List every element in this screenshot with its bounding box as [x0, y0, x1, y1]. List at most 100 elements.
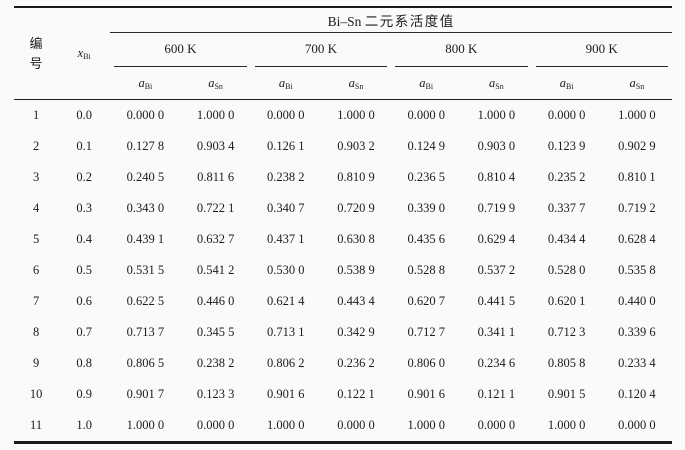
activity-value-cell: 0.337 7 — [547, 201, 586, 215]
table-row: 8 0.7 0.713 7 0.345 5 0.713 1 0.342 9 0.712 7 0… — [14, 317, 672, 348]
table-title-latin: Bi–Sn — [327, 14, 362, 29]
table-row: 9 0.8 0.806 5 0.238 2 0.806 2 0.236 2 0.806 0 0… — [14, 348, 672, 379]
row-number-cell: 8 — [32, 325, 40, 339]
activity-value-cell: 0.805 8 — [547, 356, 586, 370]
activity-value-cell: 0.121 1 — [477, 387, 516, 401]
activity-value-cell: 0.339 6 — [618, 325, 656, 339]
table-row: 4 0.3 0.343 0 0.722 1 0.340 7 0.720 9 0.339 0 0… — [14, 193, 672, 224]
activity-value-cell: 0.434 4 — [547, 232, 586, 246]
table-title-cjk: 二元系活度值 — [364, 14, 455, 29]
activity-value-cell: 0.903 4 — [196, 139, 235, 153]
x-bi-cell: 0.4 — [76, 232, 93, 246]
temp-header-700k: 700 K — [251, 33, 391, 67]
activity-values-table: 编 号 xBi Bi–Sn 二元系活度值 600 K 700 K 800 K 9… — [14, 6, 672, 444]
activity-value-cell: 0.120 4 — [618, 387, 656, 401]
subheader-a-sn: aSn — [629, 75, 645, 91]
activity-value-cell: 0.902 9 — [618, 139, 656, 153]
row-number-cell: 10 — [29, 387, 43, 401]
activity-value-cell: 0.622 5 — [126, 294, 165, 308]
activity-value-cell: 0.437 1 — [267, 232, 305, 246]
row-number-cell: 7 — [32, 294, 40, 308]
activity-value-cell: 0.000 0 — [250, 99, 321, 131]
activity-value-cell: 0.903 0 — [477, 139, 516, 153]
activity-value-cell: 0.126 1 — [267, 139, 305, 153]
activity-value-cell: 0.901 6 — [267, 387, 305, 401]
activity-value-cell: 0.341 1 — [477, 325, 516, 339]
row-number-cell: 5 — [32, 232, 40, 246]
x-bi-cell: 0.9 — [76, 387, 93, 401]
activity-value-cell: 0.528 0 — [547, 263, 586, 277]
activity-value-cell: 0.722 1 — [196, 201, 235, 215]
row-number-cell: 1 — [14, 99, 59, 131]
xbi-subscript: Bi — [83, 52, 91, 61]
activity-value-cell: 0.240 5 — [126, 170, 165, 184]
activity-value-cell: 0.810 1 — [618, 170, 656, 184]
activity-value-cell: 1.000 0 — [461, 99, 532, 131]
activity-value-cell: 0.806 0 — [407, 356, 445, 370]
activity-value-cell: 0.440 0 — [618, 294, 656, 308]
activity-value-cell: 0.236 5 — [407, 170, 445, 184]
activity-value-cell: 0.345 5 — [196, 325, 235, 339]
activity-value-cell: 0.712 3 — [547, 325, 586, 339]
activity-value-cell: 0.629 4 — [477, 232, 516, 246]
activity-value-cell: 0.000 0 — [618, 418, 656, 432]
subheader-a-bi: aBi — [278, 75, 293, 91]
column-header-xbi: xBi — [58, 7, 110, 100]
temp-header-600k: 600 K — [110, 33, 250, 67]
activity-value-cell: 0.903 2 — [337, 139, 375, 153]
activity-value-cell: 0.712 7 — [407, 325, 445, 339]
activity-value-cell: 0.000 0 — [477, 418, 516, 432]
activity-value-cell: 0.528 8 — [407, 263, 445, 277]
subheader-a-sn: aSn — [489, 75, 504, 91]
x-bi-cell: 0.0 — [58, 99, 111, 131]
activity-value-cell: 1.000 0 — [180, 99, 251, 131]
activity-value-cell: 0.810 4 — [477, 170, 516, 184]
x-bi-cell: 0.7 — [76, 325, 93, 339]
row-number-cell: 4 — [32, 201, 40, 215]
table-row: 3 0.2 0.240 5 0.811 6 0.238 2 0.810 9 0.236 5 0… — [14, 162, 672, 193]
activity-value-cell: 0.720 9 — [337, 201, 375, 215]
table-row: 11 1.0 1.000 0 0.000 0 1.000 0 0.000 0 1.000 0… — [14, 410, 672, 443]
id-header-line1: 编 — [29, 36, 43, 51]
activity-value-cell: 0.000 0 — [110, 99, 181, 131]
activity-value-cell: 1.000 0 — [320, 99, 392, 131]
activity-value-cell: 1.000 0 — [267, 418, 305, 432]
activity-value-cell: 0.238 2 — [267, 170, 305, 184]
activity-value-cell: 0.127 8 — [126, 139, 165, 153]
activity-value-cell: 0.719 9 — [477, 201, 516, 215]
activity-value-cell: 0.439 1 — [126, 232, 165, 246]
activity-value-cell: 0.901 5 — [547, 387, 586, 401]
row-number-cell: 3 — [32, 170, 40, 184]
activity-value-cell: 0.719 2 — [618, 201, 656, 215]
table-row: 2 0.1 0.127 8 0.903 4 0.126 1 0.903 2 0.124 9 0… — [14, 131, 672, 162]
activity-value-cell: 0.901 7 — [126, 387, 165, 401]
activity-value-cell: 0.620 7 — [407, 294, 445, 308]
x-bi-cell: 0.1 — [76, 139, 93, 153]
activity-value-cell: 0.441 5 — [477, 294, 516, 308]
activity-value-cell: 0.000 0 — [531, 99, 602, 131]
xbi-symbol: x — [77, 46, 84, 60]
activity-value-cell: 0.713 7 — [126, 325, 165, 339]
activity-value-cell: 0.537 2 — [477, 263, 516, 277]
activity-value-cell: 0.901 6 — [407, 387, 445, 401]
activity-value-cell: 0.339 0 — [407, 201, 445, 215]
activity-value-cell: 0.630 8 — [337, 232, 375, 246]
activity-value-cell: 1.000 0 — [126, 418, 165, 432]
activity-value-cell: 0.811 6 — [197, 170, 235, 184]
activity-value-cell: 0.810 9 — [337, 170, 375, 184]
activity-value-cell: 0.340 7 — [267, 201, 305, 215]
row-number-cell: 11 — [30, 418, 43, 432]
activity-value-cell: 0.233 4 — [618, 356, 656, 370]
x-bi-cell: 0.3 — [76, 201, 93, 215]
activity-value-cell: 0.531 5 — [126, 263, 165, 277]
activity-value-cell: 0.538 9 — [337, 263, 375, 277]
activity-value-cell: 0.806 5 — [126, 356, 165, 370]
activity-value-cell: 0.806 2 — [267, 356, 305, 370]
table-row: 6 0.5 0.531 5 0.541 2 0.530 0 0.538 9 0.528 8 0… — [14, 255, 672, 286]
activity-value-cell: 0.541 2 — [196, 263, 235, 277]
activity-value-cell: 0.000 0 — [391, 99, 462, 131]
activity-value-cell: 0.620 1 — [547, 294, 586, 308]
activity-value-cell: 0.343 0 — [126, 201, 165, 215]
